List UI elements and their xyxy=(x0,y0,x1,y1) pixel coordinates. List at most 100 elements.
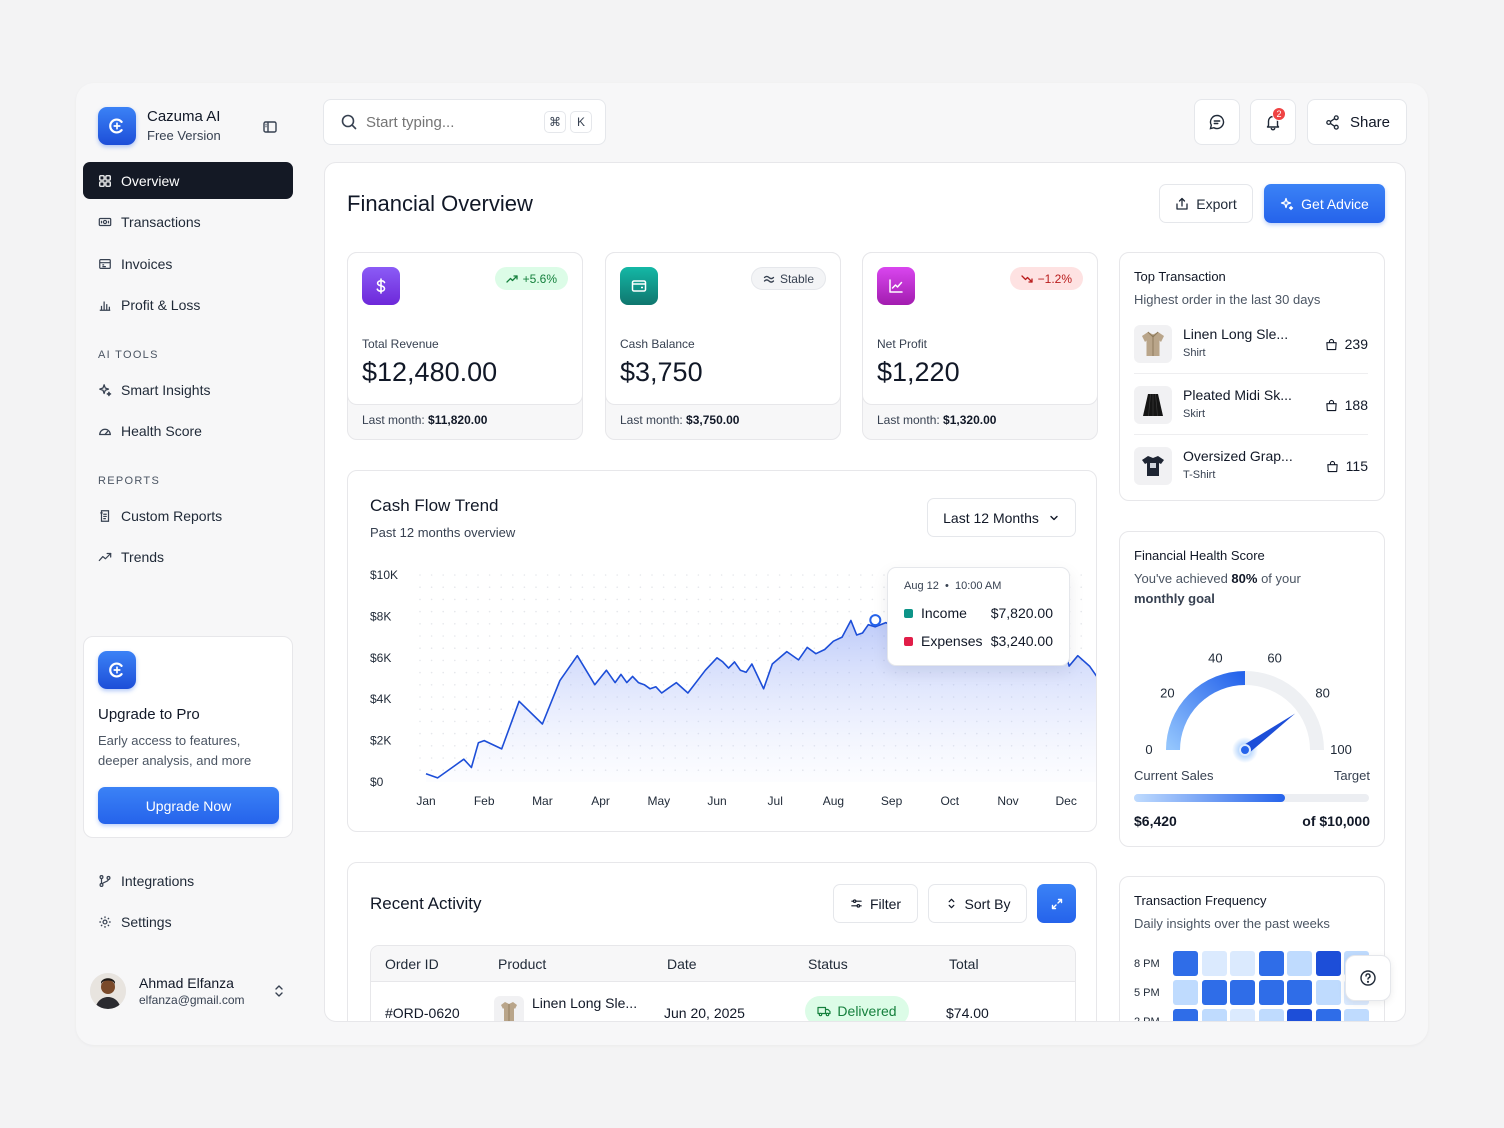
heatmap-cell[interactable] xyxy=(1258,980,1284,1005)
list-item[interactable]: Pleated Midi Sk... Skirt 188 xyxy=(1134,375,1368,435)
heatmap-cell[interactable] xyxy=(1230,1009,1255,1021)
git-branch-icon xyxy=(99,874,111,887)
grid-dot xyxy=(662,635,665,637)
nav-item-integrations[interactable]: Integrations xyxy=(83,862,293,899)
grid-dot xyxy=(744,610,746,613)
nav-label: Integrations xyxy=(121,872,195,889)
grid-dot xyxy=(523,610,526,613)
order-count: 188 xyxy=(1325,397,1368,413)
filter-button[interactable]: Filter xyxy=(833,884,918,923)
column-header[interactable]: Date xyxy=(667,956,697,972)
grid-dot xyxy=(628,671,630,674)
grid-dot xyxy=(662,586,665,588)
grid-dot xyxy=(651,610,653,613)
grid-dot xyxy=(790,610,792,613)
chart-tooltip: Aug 12 • 10:00 AM Income $7,820.00 Expen… xyxy=(887,567,1070,666)
heatmap-cell[interactable] xyxy=(1201,951,1227,976)
table-row[interactable]: #ORD-0620 Linen Long Sle... Jun 20, 2025… xyxy=(371,982,1075,1021)
brand[interactable]: Cazuma AI Free Version xyxy=(98,107,221,145)
grid-dot xyxy=(744,598,746,601)
column-header[interactable]: Total xyxy=(949,956,979,972)
nav-item-health-score[interactable]: Health Score xyxy=(83,413,293,450)
truck-icon xyxy=(817,1006,832,1017)
grid-dot xyxy=(767,635,769,637)
export-button[interactable]: Export xyxy=(1159,184,1253,223)
heatmap-cell[interactable] xyxy=(1201,1009,1227,1021)
grid-dot xyxy=(430,659,433,662)
column-header[interactable]: Order ID xyxy=(385,956,439,972)
grid-dot xyxy=(488,610,491,613)
user-menu[interactable]: Ahmad Elfanza elfanza@gmail.com xyxy=(90,973,290,1009)
heatmap-cell[interactable] xyxy=(1315,951,1341,976)
nav-item-transactions[interactable]: Transactions xyxy=(83,204,293,241)
heatmap-cell[interactable] xyxy=(1258,1009,1284,1021)
heatmap-cell[interactable] xyxy=(1201,980,1227,1005)
range-dropdown[interactable]: Last 12 Months xyxy=(927,498,1076,537)
nav-label: Trends xyxy=(121,549,165,565)
search-bar[interactable]: ⌘ K xyxy=(323,99,606,145)
gear-icon xyxy=(99,916,111,928)
upgrade-now-button[interactable]: Upgrade Now xyxy=(98,787,279,824)
heatmap-cell[interactable] xyxy=(1173,980,1198,1005)
nav-item-trends[interactable]: Trends xyxy=(83,539,293,576)
grid-dot xyxy=(825,574,827,576)
heatmap-cell[interactable] xyxy=(1173,951,1198,976)
nav-item-smart-insights[interactable]: Smart Insights xyxy=(83,371,293,408)
grid-dot xyxy=(546,610,549,613)
heatmap-cell[interactable] xyxy=(1287,980,1312,1005)
gauge-label: 0 xyxy=(1145,742,1152,757)
heatmap-cell[interactable] xyxy=(1258,951,1284,976)
heatmap-cell[interactable] xyxy=(1315,1009,1341,1021)
nav-item-settings[interactable]: Settings xyxy=(83,904,293,941)
chevron-up-down-icon[interactable] xyxy=(272,983,286,999)
grid-dot xyxy=(419,574,421,576)
get-advice-button[interactable]: Get Advice xyxy=(1264,184,1385,223)
grid-dot xyxy=(523,696,526,698)
expand-button[interactable] xyxy=(1037,884,1076,923)
list-item[interactable]: Oversized Grap... T-Shirt 115 xyxy=(1134,436,1368,496)
sort-button[interactable]: Sort By xyxy=(928,884,1027,923)
grid-dot xyxy=(500,745,502,747)
grid-dot xyxy=(477,732,479,735)
search-input[interactable] xyxy=(366,113,536,131)
column-header[interactable]: Status xyxy=(808,956,848,972)
x-tick-label: Aug xyxy=(823,794,844,808)
column-header[interactable]: Product xyxy=(498,956,547,972)
grid-dot xyxy=(836,598,839,601)
heatmap-cell[interactable] xyxy=(1287,1009,1312,1021)
grid-dot xyxy=(1080,647,1082,649)
report-icon xyxy=(100,509,110,522)
share-button[interactable]: Share xyxy=(1307,99,1407,145)
grid-dot xyxy=(465,732,468,735)
grid-dot xyxy=(442,586,444,588)
grid-dot xyxy=(686,623,688,625)
foot-label: Last month: xyxy=(877,413,940,427)
nav-item-overview[interactable]: Overview xyxy=(83,162,293,199)
heatmap-cell[interactable] xyxy=(1230,980,1255,1005)
nav-item-profit-loss[interactable]: Profit & Loss xyxy=(83,287,293,324)
grid-dot xyxy=(871,598,874,601)
help-button[interactable] xyxy=(1345,955,1391,1001)
grid-dot xyxy=(454,720,456,723)
hover-point[interactable] xyxy=(869,614,882,627)
notifications-button[interactable]: 2 xyxy=(1250,99,1296,145)
grid-dot xyxy=(488,623,491,625)
heatmap-cell[interactable] xyxy=(1287,951,1312,976)
heatmap-cell[interactable] xyxy=(1344,1009,1369,1021)
heatmap-cell[interactable] xyxy=(1230,951,1255,976)
grid-dot xyxy=(419,732,421,735)
y-tick-label: $4K xyxy=(370,692,391,706)
heatmap-cell[interactable] xyxy=(1173,1009,1198,1021)
messages-button[interactable] xyxy=(1194,99,1240,145)
grid-dot xyxy=(512,635,514,637)
grid-dot xyxy=(709,598,711,601)
grid-dot xyxy=(523,659,526,662)
nav-item-invoices[interactable]: Invoices xyxy=(83,245,293,282)
nav-item-custom-reports[interactable]: Custom Reports xyxy=(83,497,293,534)
y-tick-label: $6K xyxy=(370,651,391,665)
sidebar-toggle-icon[interactable] xyxy=(262,119,278,135)
grid-dot xyxy=(767,574,769,576)
heatmap-cell[interactable] xyxy=(1315,980,1341,1005)
grid-dot xyxy=(639,647,642,649)
list-item[interactable]: Linen Long Sle... Shirt 239 xyxy=(1134,314,1368,374)
